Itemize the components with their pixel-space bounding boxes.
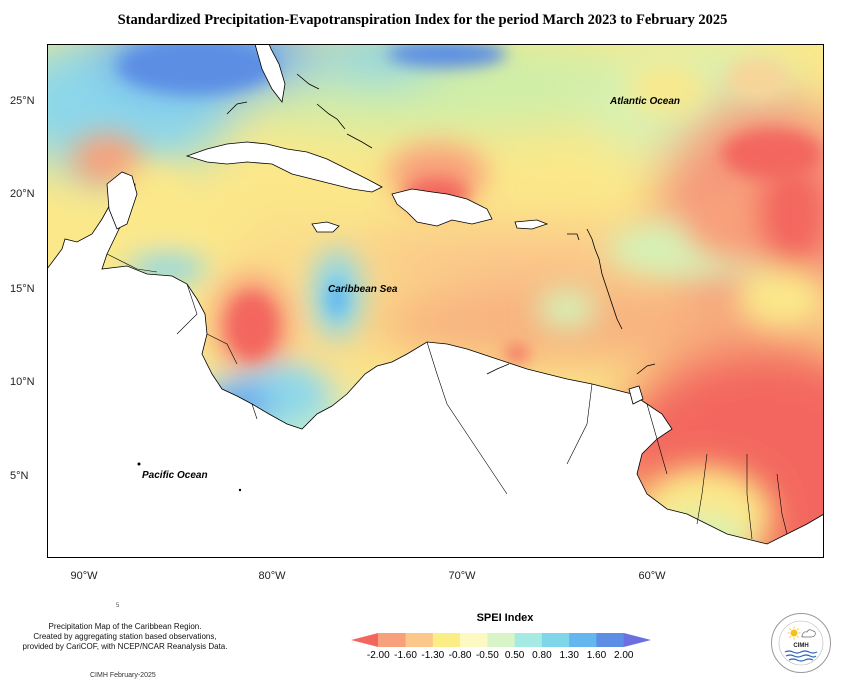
legend-color-cell [514,633,543,647]
lon-label-90w: 90°W [70,570,98,582]
lon-label-80w: 80°W [258,570,286,582]
spei-map-canvas [47,44,824,558]
lon-label-60w: 60°W [638,570,666,582]
legend-color-cell [569,633,597,647]
legend-color-cell [432,633,461,647]
lat-label-20n: 20°N [10,188,35,200]
legend-tick-label: 0.80 [532,650,552,661]
lat-label-5n: 5°N [10,470,29,482]
legend-tick-label: -0.50 [475,650,499,661]
atlantic-ocean-label: Atlantic Ocean [610,96,681,107]
spei-map [47,44,824,558]
legend-color-cell [487,633,516,647]
lon-label-70w: 70°W [448,570,476,582]
legend-color-cell [623,633,651,647]
caribbean-sea-label: Caribbean Sea [328,284,398,295]
footnote-line-3: provided by CariCOF, with NCEP/NCAR Rean… [22,642,228,651]
logo-text: CIMH [793,643,808,649]
island-outlines [226,73,656,375]
legend-color-cell [460,633,488,647]
legend-colorbar [351,633,651,647]
legend-color-cell [541,633,570,647]
pacific-ocean-label: Pacific Ocean [142,470,208,481]
map-title: Standardized Precipitation-Evapotranspir… [117,12,728,28]
legend-title: SPEI Index [476,612,534,624]
legend-tick-label: -2.00 [366,650,390,661]
legend-color-cell [351,633,379,647]
cimh-logo: CIMH [771,613,831,673]
legend-tick-label: 1.60 [586,650,607,661]
footnote-mark: 5 [116,603,120,609]
lat-label-10n: 10°N [10,376,35,388]
legend-tick-label: -1.30 [421,650,445,661]
footnote: Precipitation Map of the Caribbean Regio… [10,622,240,652]
legend-color-cell [596,633,625,647]
cloud-icon [801,629,816,638]
sun-icon [787,626,801,640]
legend-ticks: -2.00 -1.60 -1.30 -0.80 -0.50 0.50 0.80 1.30 1.6… [345,650,655,664]
legend-tick-label: -0.80 [448,650,472,661]
country-borders [106,253,788,540]
legend-tick-label: 1.30 [559,650,579,661]
legend-color-cell [405,633,434,647]
footnote-stamp: CIMH February-2025 [90,672,156,679]
footnote-line-2: Created by aggregating station based obs… [33,632,217,641]
legend-tick-label: 0.50 [504,650,525,661]
footnote-line-1: Precipitation Map of the Caribbean Regio… [48,622,202,631]
legend-tick-label: -1.60 [394,650,417,661]
waves-icon [784,650,818,662]
legend-tick-label: 2.00 [613,650,634,661]
legend-color-cell [378,633,407,647]
lat-label-25n: 25°N [10,95,35,107]
lat-label-15n: 15°N [10,283,35,295]
